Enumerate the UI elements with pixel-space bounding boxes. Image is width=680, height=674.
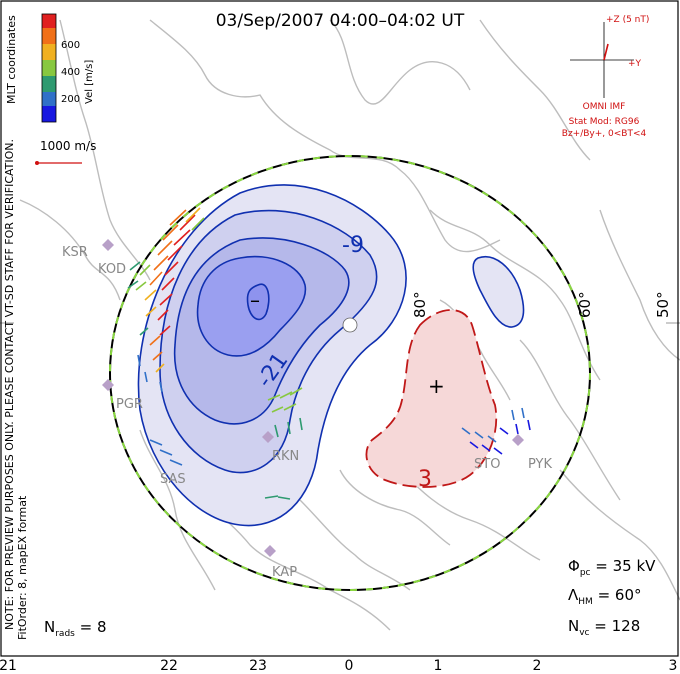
imf-source: OMNI IMF bbox=[583, 102, 626, 112]
plot-frame bbox=[0, 0, 679, 657]
lambda-hm-value: 60° bbox=[615, 586, 642, 604]
latitude-label-60: 60° bbox=[576, 291, 594, 318]
svg-text:Φpc = 35 kV: Φpc = 35 kV bbox=[568, 557, 656, 578]
coastlines bbox=[19, 19, 680, 631]
station-rkn: RKN bbox=[272, 449, 299, 464]
colorbar-tick-400: 400 bbox=[61, 67, 80, 78]
max-potential-marker: + bbox=[428, 374, 445, 398]
dawn-convection-cell bbox=[365, 309, 498, 488]
station-kap: KAP bbox=[272, 565, 297, 580]
mlt-tick-21: 21 bbox=[0, 658, 17, 674]
colorbar-tick-600: 600 bbox=[61, 40, 80, 51]
colorbar-tick-200: 200 bbox=[61, 94, 80, 105]
svg-text:ΛHM = 60°: ΛHM = 60° bbox=[568, 586, 642, 607]
mlt-tick-1: 1 bbox=[434, 658, 443, 674]
coordinate-system-label: MLT coordinates bbox=[5, 15, 18, 104]
radar-stations: KSR KOD PGR SAS RKN KAP STO PYK bbox=[62, 239, 552, 580]
station-kod: KOD bbox=[98, 262, 126, 277]
velocity-vectors bbox=[127, 207, 531, 500]
imf-clock-dial: +Z (5 nT) +Y OMNI IMF Stat Mod: RG96 Bz+… bbox=[562, 15, 650, 139]
imf-bz-label: +Z (5 nT) bbox=[606, 15, 649, 25]
imf-stat-model: Stat Mod: RG96 bbox=[569, 117, 640, 127]
imf-condition: Bz+/By+, 0<BT<4 bbox=[562, 129, 647, 139]
nvc-value: 128 bbox=[612, 617, 641, 635]
dawn-negative-blob bbox=[472, 255, 525, 328]
nrads-value: 8 bbox=[97, 618, 107, 636]
latitude-label-50: 50° bbox=[654, 291, 672, 318]
stats-panel: Φpc = 35 kV ΛHM = 60° Nvc = 128 bbox=[568, 557, 656, 638]
min-potential-marker: – bbox=[250, 288, 260, 312]
station-ksr: KSR bbox=[62, 245, 88, 260]
contour-label-9: -9 bbox=[342, 233, 364, 258]
mlt-tick-3: 3 bbox=[669, 658, 678, 674]
station-sas: SAS bbox=[160, 472, 186, 487]
fit-order-note: FitOrder: 8, mapEX format bbox=[16, 495, 29, 640]
svg-text:Nvc = 128: Nvc = 128 bbox=[568, 617, 640, 638]
imf-by-label: +Y bbox=[628, 59, 642, 69]
station-pgr: PGR bbox=[116, 397, 143, 412]
preview-note: NOTE: FOR PREVIEW PURPOSES ONLY. PLEASE … bbox=[3, 139, 16, 630]
nrads-label: Nrads = 8 bbox=[44, 618, 107, 639]
mlt-tick-22: 22 bbox=[160, 658, 178, 674]
dusk-convection-cell bbox=[137, 184, 407, 527]
velocity-colorbar: 600 400 200 Vel [m/s] bbox=[41, 13, 95, 123]
phi-pc-value: 35 kV bbox=[613, 557, 657, 575]
contour-label-3: 3 bbox=[418, 467, 432, 492]
mlt-axis: 21 22 23 0 1 2 3 bbox=[0, 658, 677, 674]
mlt-tick-23: 23 bbox=[249, 658, 267, 674]
latitude-label-80: 80° bbox=[411, 291, 429, 318]
mlt-tick-2: 2 bbox=[533, 658, 542, 674]
mlt-tick-0: 0 bbox=[345, 658, 354, 674]
plot-title: 03/Sep/2007 04:00–04:02 UT bbox=[216, 11, 465, 31]
velocity-reference-label: 1000 m/s bbox=[40, 139, 96, 153]
station-pyk: PYK bbox=[528, 457, 552, 472]
magnetic-pole-marker bbox=[342, 317, 358, 333]
colorbar-unit: Vel [m/s] bbox=[84, 60, 95, 104]
station-sto: STO bbox=[474, 457, 500, 472]
